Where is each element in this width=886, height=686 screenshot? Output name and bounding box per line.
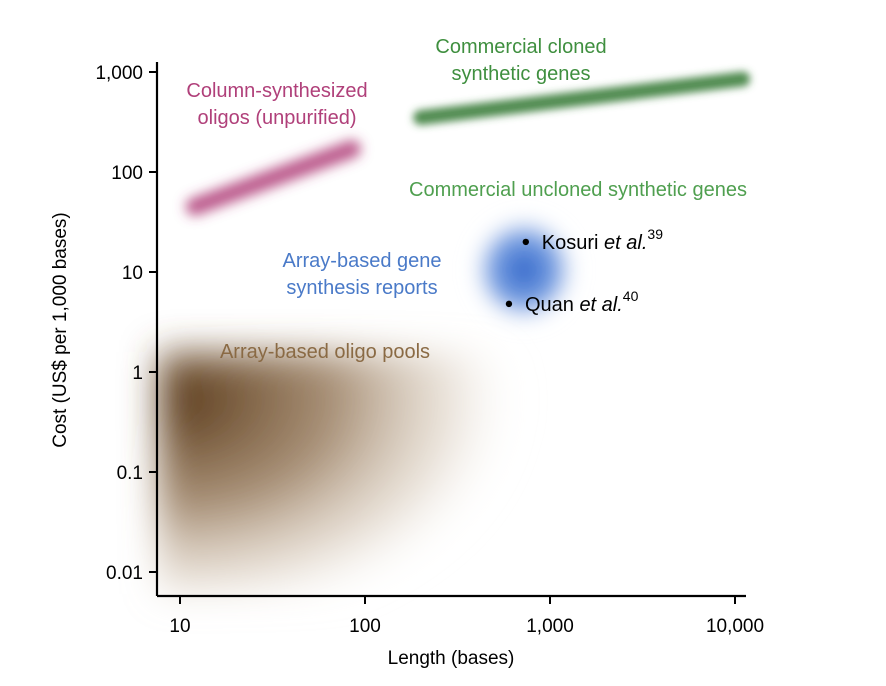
array-gene-synthesis-blob <box>468 211 581 328</box>
y-tick-label: 10 <box>122 263 143 284</box>
oligo-pools-region <box>159 352 522 594</box>
y-tick-label: 1 <box>132 363 143 384</box>
point-label-kosuri: Kosuri et al.39 <box>542 226 663 254</box>
label-line: Array-based oligo pools <box>220 341 430 363</box>
label-line: synthesis reports <box>286 277 437 299</box>
oligo-pools-label: Array-based oligo pools <box>220 341 430 363</box>
point-quan <box>505 300 513 308</box>
x-tick-label: 10 <box>169 616 190 637</box>
y-axis-ticks: 1,000 100 10 1 0.1 0.01 <box>95 63 157 584</box>
x-axis-title: Length (bases) <box>388 648 515 669</box>
label-line: Array-based gene <box>283 250 442 272</box>
cloned-label: Commercial cloned synthetic genes <box>435 36 606 85</box>
x-axis-ticks: 10 100 1,000 10,000 <box>169 596 764 637</box>
point-ref: 40 <box>623 288 639 304</box>
point-name: Quan <box>525 294 579 316</box>
column-label: Column-synthesized oligos (unpurified) <box>186 80 367 129</box>
point-name: Kosuri <box>542 232 604 254</box>
region-labels: Column-synthesized oligos (unpurified) Com… <box>186 36 747 363</box>
regions-layer <box>159 71 751 594</box>
y-tick-label: 1,000 <box>95 63 143 84</box>
array-gene-label: Array-based gene synthesis reports <box>283 250 442 299</box>
y-tick-label: 100 <box>111 163 143 184</box>
x-tick-label: 10,000 <box>706 616 764 637</box>
uncloned-label: Commercial uncloned synthetic genes <box>409 179 747 201</box>
label-line: Commercial cloned <box>435 36 606 58</box>
y-tick-label: 0.01 <box>106 563 143 584</box>
point-ref: 39 <box>647 226 663 242</box>
column-oligos-band <box>185 139 361 216</box>
y-tick-label: 0.1 <box>117 463 143 484</box>
x-tick-label: 1,000 <box>526 616 574 637</box>
point-label-quan: Quan et al.40 <box>525 288 639 316</box>
y-axis-title: Cost (US$ per 1,000 bases) <box>50 212 71 448</box>
point-kosuri <box>522 238 530 246</box>
cloned-genes-band <box>413 71 751 126</box>
label-line: Commercial uncloned synthetic genes <box>409 179 747 201</box>
label-line: Column-synthesized <box>186 80 367 102</box>
x-tick-label: 100 <box>349 616 381 637</box>
label-line: synthetic genes <box>452 63 591 85</box>
point-suffix: et al. <box>579 294 622 316</box>
point-suffix: et al. <box>604 232 647 254</box>
label-line: oligos (unpurified) <box>198 107 357 129</box>
